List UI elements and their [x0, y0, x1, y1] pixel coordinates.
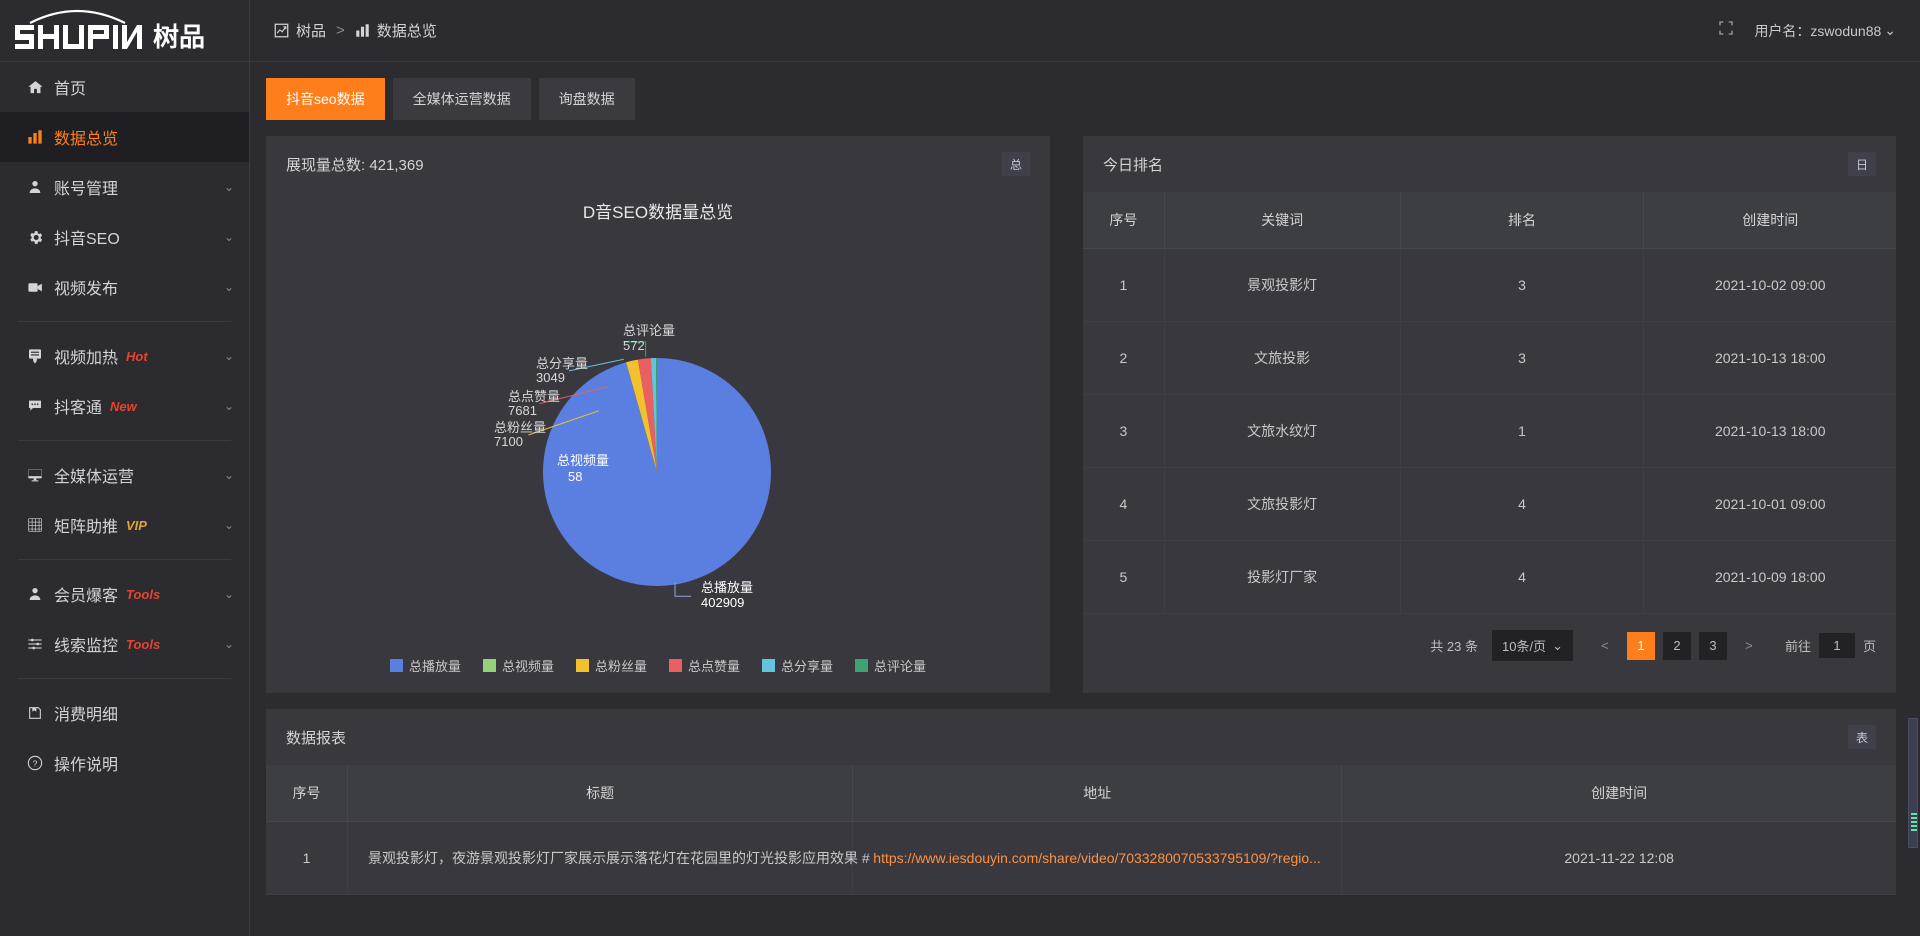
svg-text:总视频量: 总视频量	[557, 453, 609, 468]
svg-text:总粉丝量: 总粉丝量	[494, 420, 546, 435]
svg-text:7681: 7681	[508, 403, 537, 418]
svg-text:572: 572	[623, 338, 645, 353]
svg-text:402909: 402909	[701, 595, 744, 610]
svg-text:58: 58	[568, 469, 582, 484]
svg-text:总分享量: 总分享量	[536, 356, 588, 371]
svg-text:总点赞量: 总点赞量	[508, 389, 560, 404]
svg-text:树品: 树品	[153, 22, 205, 52]
svg-text:3049: 3049	[536, 370, 565, 385]
svg-text:总评论量: 总评论量	[623, 323, 675, 338]
svg-text:7100: 7100	[494, 434, 523, 449]
svg-text:?: ?	[33, 758, 38, 768]
svg-text:总播放量: 总播放量	[701, 580, 753, 595]
